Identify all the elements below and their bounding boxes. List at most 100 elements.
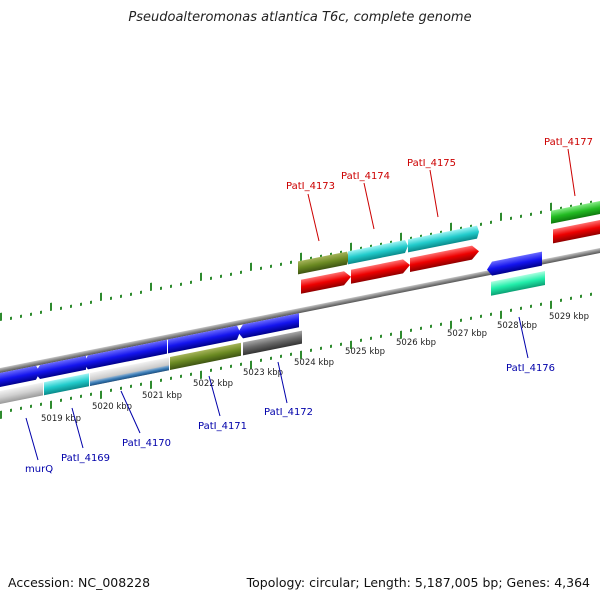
kbp-label-5028: 5028 kbp	[497, 321, 537, 331]
kbp-label-5026: 5026 kbp	[396, 338, 436, 348]
minor-tick	[580, 294, 582, 298]
map-title: Pseudoalteromonas atlantica T6c, complet…	[128, 10, 472, 25]
leader-4172	[277, 361, 288, 404]
minor-tick	[260, 358, 262, 362]
gene-label-4176[interactable]: PatI_4176	[506, 363, 555, 374]
major-tick	[250, 360, 252, 369]
minor-tick	[270, 356, 272, 360]
gene-label-4173[interactable]: PatI_4173	[286, 181, 335, 192]
minor-tick	[380, 334, 382, 338]
major-tick	[350, 242, 352, 251]
major-tick	[150, 282, 152, 291]
kbp-label-5025: 5025 kbp	[345, 347, 385, 357]
kbp-label-5022: 5022 kbp	[193, 379, 233, 389]
minor-tick	[80, 394, 82, 398]
gene-mint-4176[interactable]	[491, 270, 545, 296]
minor-tick	[310, 348, 312, 352]
minor-tick	[70, 304, 72, 308]
minor-tick	[480, 222, 482, 226]
major-tick	[350, 340, 352, 349]
minor-tick	[480, 314, 482, 318]
major-tick	[250, 262, 252, 271]
minor-tick	[470, 316, 472, 320]
leader-4176	[518, 316, 529, 359]
minor-tick	[20, 314, 22, 318]
minor-tick	[230, 272, 232, 276]
minor-tick	[530, 212, 532, 216]
minor-tick	[530, 304, 532, 308]
gene-cyan-4174[interactable]	[348, 239, 408, 265]
minor-tick	[280, 354, 282, 358]
minor-tick	[570, 296, 572, 300]
gene-red-2[interactable]	[351, 258, 410, 284]
major-tick	[50, 302, 52, 311]
gene-light-murQ[interactable]	[0, 382, 43, 404]
minor-tick	[540, 302, 542, 306]
major-tick	[400, 232, 402, 241]
gene-red-1[interactable]	[301, 270, 351, 294]
kbp-label-5019: 5019 kbp	[41, 414, 81, 424]
minor-tick	[560, 298, 562, 302]
lower-tick-track	[0, 292, 592, 419]
minor-tick	[240, 270, 242, 274]
gene-blue-4176[interactable]	[487, 251, 542, 277]
minor-tick	[520, 306, 522, 310]
gene-label-4172[interactable]: PatI_4172	[264, 407, 313, 418]
major-tick	[300, 252, 302, 261]
gene-cyan-4175[interactable]	[408, 225, 479, 253]
minor-tick	[10, 316, 12, 320]
minor-tick	[140, 382, 142, 386]
gene-gray-4172[interactable]	[243, 330, 302, 356]
major-tick	[200, 370, 202, 379]
gene-steel-4170[interactable]	[90, 365, 169, 386]
minor-tick	[30, 404, 32, 408]
major-tick	[100, 292, 102, 301]
gene-blue-a2[interactable]	[35, 355, 86, 380]
gene-red-4[interactable]	[553, 219, 600, 244]
major-tick	[300, 350, 302, 359]
gene-label-murQ[interactable]: murQ	[25, 464, 53, 475]
minor-tick	[370, 336, 372, 340]
minor-tick	[490, 220, 492, 224]
genome-backbone	[0, 244, 600, 375]
minor-tick	[290, 260, 292, 264]
minor-tick	[340, 342, 342, 346]
kbp-label-5024: 5024 kbp	[294, 358, 334, 368]
gene-blue-a4[interactable]	[168, 325, 240, 354]
gene-green-4177[interactable]	[551, 200, 600, 224]
minor-tick	[80, 302, 82, 306]
minor-tick	[230, 364, 232, 368]
minor-tick	[520, 214, 522, 218]
gene-label-4170[interactable]: PatI_4170	[122, 438, 171, 449]
minor-tick	[590, 292, 592, 296]
major-tick	[400, 330, 402, 339]
accession-text: Accession: NC_008228	[8, 575, 151, 590]
minor-tick	[160, 286, 162, 290]
gene-blue-a1[interactable]	[0, 365, 40, 387]
gene-cyan-4169[interactable]	[44, 373, 89, 396]
gene-blue-a5[interactable]	[238, 313, 299, 339]
minor-tick	[70, 396, 72, 400]
minor-tick	[460, 318, 462, 322]
minor-tick	[110, 296, 112, 300]
gene-olive-4173[interactable]	[298, 251, 349, 275]
leader-4175	[429, 169, 439, 218]
minor-tick	[240, 362, 242, 366]
gene-label-4171[interactable]: PatI_4171	[198, 421, 247, 432]
minor-tick	[60, 398, 62, 402]
minor-tick	[390, 332, 392, 336]
minor-tick	[490, 312, 492, 316]
gene-olive-4171[interactable]	[170, 342, 241, 370]
major-tick	[450, 222, 452, 231]
minor-tick	[140, 290, 142, 294]
minor-tick	[20, 406, 22, 410]
gene-label-4174[interactable]: PatI_4174	[341, 171, 390, 182]
minor-tick	[430, 324, 432, 328]
gene-red-3[interactable]	[410, 244, 479, 272]
gene-blue-a3[interactable]	[83, 339, 167, 371]
gene-label-4177[interactable]: PatI_4177	[544, 137, 593, 148]
gene-label-4175[interactable]: PatI_4175	[407, 158, 456, 169]
gene-label-4169[interactable]: PatI_4169	[61, 453, 110, 464]
major-tick	[550, 300, 552, 309]
